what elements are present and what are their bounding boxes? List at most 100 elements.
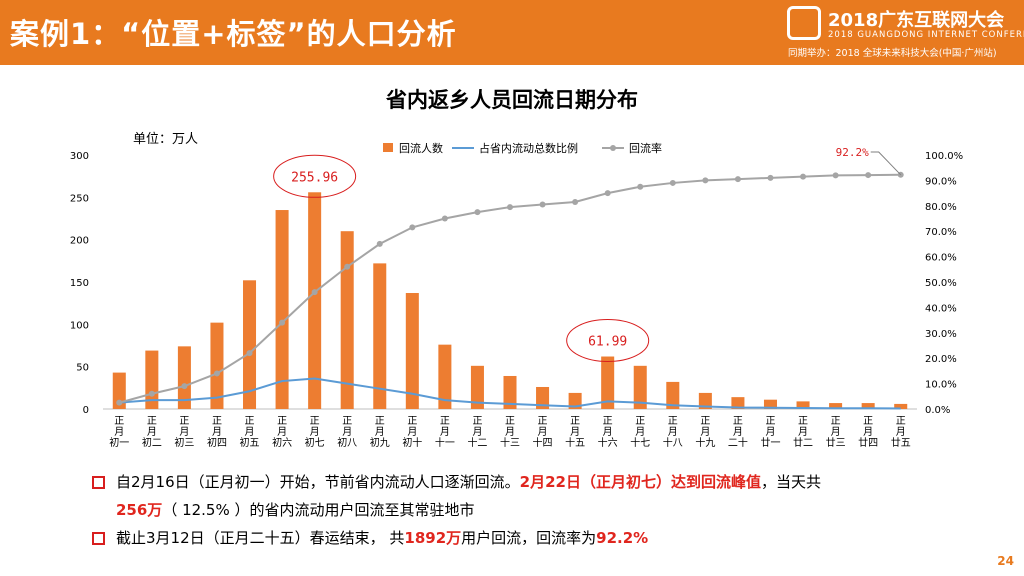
y-right-tick-label: 0.0% (925, 405, 950, 416)
line-point (702, 177, 709, 184)
bar (536, 386, 550, 409)
x-tick-label: 正月十一 (435, 416, 455, 449)
x-tick-label: 正月廿五 (891, 416, 911, 449)
x-tick-label: 正月初九 (370, 416, 390, 449)
annotation-label: 255.96 (291, 170, 338, 185)
line-point (800, 173, 807, 180)
line-point (572, 198, 579, 205)
y-left-tick-label: 50 (76, 363, 89, 374)
line-point (734, 176, 741, 183)
x-tick-label: 正月廿四 (858, 416, 878, 449)
x-tick-label: 正月初六 (272, 416, 292, 449)
bullet-highlight: 1892万 (404, 529, 462, 547)
y-right-tick-label: 40.0% (925, 303, 957, 314)
line-point (637, 183, 644, 190)
y-right-tick-label: 100.0% (925, 151, 963, 162)
x-tick-label: 正月十六 (598, 416, 618, 449)
y-left-tick-label: 150 (70, 278, 89, 289)
x-tick-label: 正月初一 (109, 416, 129, 449)
y-right-tick-label: 10.0% (925, 380, 957, 391)
chart-title: 省内返乡人员回流日期分布 (386, 88, 638, 112)
bar (861, 403, 875, 409)
line-point (441, 215, 448, 222)
unit-label: 单位：万人 (133, 132, 199, 147)
x-tick-label: 正月初七 (305, 416, 325, 449)
x-tick-label: 正月十七 (630, 416, 650, 449)
bullet-square-icon (92, 532, 105, 545)
annotation-label: 92.2% (836, 146, 869, 159)
bullet-item-1: 自2月16日（正月初一）开始，节前省内流动人口逐渐回流。2月22日（正月初七）达… (92, 468, 942, 496)
page-number: 24 (997, 554, 1014, 568)
series-line (119, 377, 901, 410)
conference-name-en: 2018 GUANGDONG INTERNET CONFERENCE (828, 30, 1024, 40)
y-left-tick-label: 300 (70, 151, 89, 162)
line-point (376, 240, 383, 247)
x-tick-label: 正月十八 (663, 416, 683, 449)
line-point (311, 289, 318, 296)
line-point (181, 383, 188, 390)
x-tick-label: 正月初二 (142, 416, 162, 449)
line-point (213, 370, 220, 377)
chart: 0 50 100 150 200 250 300 0.0% 10.0% 20.0% 30.0% 40.… (70, 141, 963, 449)
legend-label: 回流人数 (399, 141, 443, 155)
bullet-highlight: 256万 (116, 501, 163, 519)
bar (243, 280, 257, 409)
conference-logo-icon (787, 6, 821, 40)
line-point (539, 201, 546, 208)
y-left-tick-label: 250 (70, 193, 89, 204)
bullet-highlight: 2月22日（正月初七）达到回流峰值 (519, 473, 761, 491)
conference-name: 2018广东互联网大会 (828, 10, 1005, 31)
bullet-text: （ 12.5% ）的省内流动用户回流至其常驻地市 (162, 501, 475, 519)
bar (405, 293, 419, 409)
bar (503, 375, 517, 409)
y-right-tick-label: 80.0% (925, 202, 957, 213)
bar (763, 399, 777, 409)
x-tick-label: 正月十四 (533, 416, 553, 449)
x-tick-label: 正月十三 (500, 416, 520, 449)
annotation-ellipse (566, 319, 650, 363)
bar (438, 344, 452, 409)
line-point (767, 174, 774, 181)
y-left-tick-label: 0 (83, 405, 89, 416)
line-point (116, 399, 123, 406)
y-left-tick-label: 100 (70, 320, 89, 331)
y-right-tick-label: 70.0% (925, 227, 957, 238)
annotation-label: 61.99 (588, 335, 627, 350)
bar (829, 403, 843, 409)
page-title: 案例1：“位置+标签”的人口分析 (10, 17, 457, 51)
legend-swatch (610, 145, 616, 151)
line-point (669, 179, 676, 186)
bullet-square-icon (92, 476, 105, 489)
line-point (344, 263, 351, 270)
line-point (832, 172, 839, 179)
bullet-item-1-cont: 256万（ 12.5% ）的省内流动用户回流至其常驻地市 (92, 496, 942, 524)
bullet-text: 用户回流，回流率为 (461, 529, 597, 547)
x-tick-label: 正月廿二 (793, 416, 813, 449)
bar (470, 365, 484, 409)
bar (112, 372, 126, 409)
line-point (604, 190, 611, 197)
x-tick-label: 正月二十 (728, 416, 748, 449)
x-tick-label: 正月十二 (467, 416, 487, 449)
line-point (474, 209, 481, 216)
x-tick-label: 正月初四 (207, 416, 227, 449)
annotation-leader (870, 151, 902, 176)
x-tick-label: 正月廿一 (760, 416, 780, 449)
header-bar: 案例1：“位置+标签”的人口分析 2018广东互联网大会 2018 GUANGD… (0, 0, 1024, 65)
x-tick-label: 正月初五 (240, 416, 260, 449)
x-tick-label: 正月初十 (402, 416, 422, 449)
bar (666, 381, 680, 409)
bar (340, 231, 354, 409)
bar (894, 403, 908, 409)
line-point (409, 224, 416, 231)
bullet-text: 截止3月12日（正月二十五）春运结束， 共 (116, 529, 405, 547)
bullet-list: 自2月16日（正月初一）开始，节前省内流动人口逐渐回流。2月22日（正月初七）达… (92, 468, 942, 552)
bar (698, 392, 712, 409)
line-point (148, 390, 155, 397)
x-tick-label: 正月十五 (565, 416, 585, 449)
bar (633, 365, 647, 409)
bullet-text: ，当天共 (760, 473, 821, 491)
bar (796, 401, 810, 409)
bullet-item-2: 截止3月12日（正月二十五）春运结束， 共1892万用户回流，回流率为92.2% (92, 524, 942, 552)
y-right-tick-label: 90.0% (925, 176, 957, 187)
